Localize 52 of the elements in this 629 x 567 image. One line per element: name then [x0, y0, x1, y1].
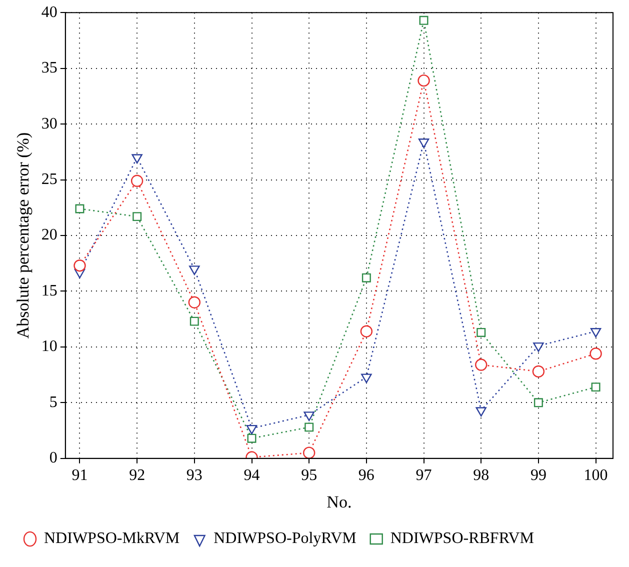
point: [130, 174, 144, 187]
x-tick-label: 99: [530, 467, 546, 484]
point: [476, 328, 486, 337]
point: [74, 259, 86, 272]
y-tick-label: 25: [41, 170, 58, 188]
point: [189, 266, 200, 276]
point: [247, 434, 256, 443]
point: [534, 398, 543, 408]
x-tick-label: 94: [244, 467, 260, 484]
point: [132, 212, 142, 222]
point: [304, 412, 314, 422]
point: [304, 422, 314, 432]
y-tick-label: 35: [41, 60, 58, 77]
point: [302, 446, 316, 458]
point: [190, 316, 199, 326]
x-tick-label: 96: [358, 467, 374, 484]
point: [361, 374, 372, 384]
point: [188, 296, 201, 308]
x-tick-label: 95: [301, 467, 318, 484]
x-tick-label: 92: [129, 467, 146, 484]
point: [476, 407, 486, 417]
x-tick-label: 93: [186, 467, 202, 484]
y-tick-label: 0: [49, 450, 58, 467]
point: [418, 138, 430, 148]
x-tick-label: 91: [72, 467, 88, 484]
y-tick-label: 30: [41, 115, 58, 132]
point: [532, 365, 545, 378]
x-tick-label: 100: [584, 467, 608, 484]
x-axis-title: No.: [326, 492, 352, 512]
x-tick-label: 98: [473, 467, 490, 484]
point: [533, 342, 544, 352]
point: [590, 348, 602, 360]
point: [246, 424, 258, 434]
legend-label: NDIWPSO-PolyRVM: [214, 530, 356, 548]
y-tick-label: 20: [41, 226, 58, 244]
y-tick-label: 10: [41, 338, 58, 356]
legend-label: NDIWPSO-MkRVM: [44, 530, 180, 548]
point: [475, 358, 488, 371]
point: [360, 325, 373, 338]
legend-label: NDIWPSO-RBFRVM: [390, 530, 534, 548]
point: [418, 74, 430, 87]
point: [419, 16, 428, 25]
point: [362, 273, 371, 282]
y-tick-label: 40: [41, 4, 58, 21]
y-tick-label: 15: [41, 282, 58, 300]
x-tick-label: 97: [416, 467, 432, 484]
y-tick-label: 5: [49, 394, 58, 411]
point: [132, 154, 142, 164]
point: [590, 328, 602, 338]
point: [75, 204, 84, 214]
point: [591, 382, 600, 392]
y-axis-title: Absolute percentage error (%): [14, 132, 33, 339]
